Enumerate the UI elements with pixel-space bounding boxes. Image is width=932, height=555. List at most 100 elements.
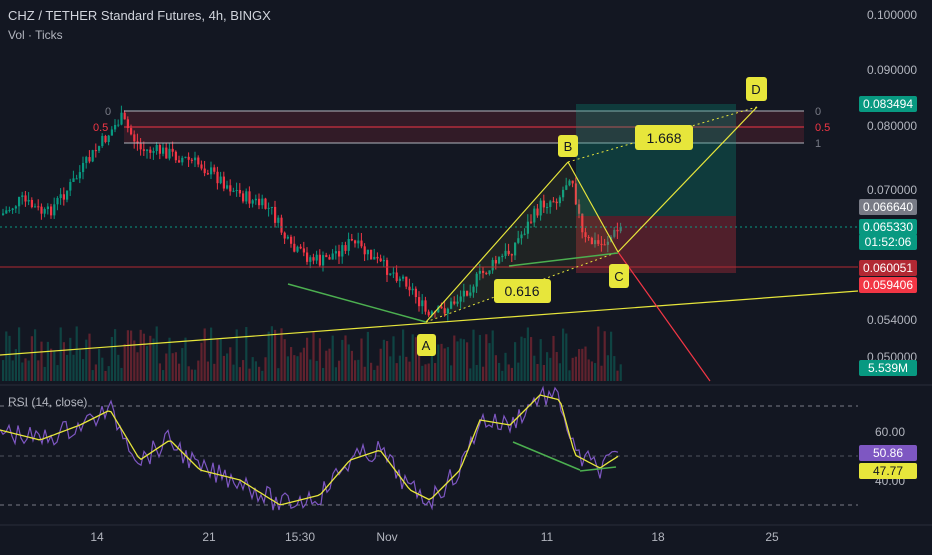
candle-body bbox=[446, 308, 449, 314]
candle-body bbox=[30, 199, 33, 208]
candle-body bbox=[107, 135, 110, 143]
rsi-divergence-line-1 bbox=[512, 441, 581, 471]
volume-bar bbox=[322, 367, 325, 381]
candle-body bbox=[542, 200, 545, 208]
point-a-box[interactable] bbox=[417, 334, 436, 356]
volume-bar bbox=[443, 348, 446, 381]
candle-body bbox=[546, 206, 549, 208]
candle-body bbox=[491, 260, 494, 271]
candle-body bbox=[59, 194, 62, 199]
volume-bar bbox=[590, 361, 593, 381]
volume-bar bbox=[184, 337, 187, 381]
candle-body bbox=[53, 204, 56, 216]
candle-body bbox=[373, 256, 376, 260]
volume-bar bbox=[453, 335, 456, 381]
candle-body bbox=[222, 176, 225, 189]
candle-body bbox=[360, 240, 363, 247]
volume-bar bbox=[14, 349, 17, 381]
volume-bar bbox=[286, 356, 289, 381]
candle-body bbox=[75, 178, 78, 180]
red-projection-line[interactable] bbox=[617, 251, 711, 382]
candle-body bbox=[418, 297, 421, 307]
volume-bar bbox=[21, 362, 24, 381]
rsi-legend[interactable]: RSI (14, close) bbox=[8, 395, 88, 409]
candle-body bbox=[210, 167, 213, 175]
point-d-box[interactable] bbox=[746, 77, 767, 101]
candle-body bbox=[155, 144, 158, 152]
volume-bar bbox=[603, 331, 606, 381]
rsi-line bbox=[0, 385, 619, 511]
time-tick: 11 bbox=[541, 530, 554, 544]
fib-label-05-left: 0.5 bbox=[93, 122, 108, 134]
candle-body bbox=[539, 200, 542, 216]
volume-bar bbox=[411, 334, 414, 381]
candle-body bbox=[312, 257, 315, 261]
candle-body bbox=[408, 286, 411, 291]
volume-bar bbox=[456, 341, 459, 381]
candle-body bbox=[357, 240, 360, 244]
candle-body bbox=[587, 237, 590, 239]
candle-body bbox=[440, 306, 443, 309]
volume-bar bbox=[101, 357, 104, 381]
candle-body bbox=[574, 183, 577, 205]
candle-body bbox=[325, 255, 328, 258]
volume-bar bbox=[293, 355, 296, 381]
candle-body bbox=[334, 251, 337, 254]
abcd-pattern[interactable]: 0.616 1.668 A B C D bbox=[417, 77, 767, 356]
rsi-divergence-line-2 bbox=[579, 466, 617, 472]
candle-body bbox=[91, 150, 94, 162]
candle-body bbox=[299, 246, 302, 249]
volume-bar bbox=[370, 362, 373, 381]
candle-body bbox=[142, 149, 145, 151]
candle-body bbox=[427, 311, 430, 316]
volume-bar bbox=[203, 328, 206, 381]
candle-body bbox=[123, 112, 126, 120]
volume-bar bbox=[312, 332, 315, 381]
support-trendline[interactable] bbox=[0, 290, 859, 356]
candle-body bbox=[238, 189, 241, 194]
volume-bar bbox=[613, 356, 616, 381]
point-c-box[interactable] bbox=[609, 264, 629, 288]
candle-body bbox=[130, 128, 133, 135]
last-price-tag: 0.065330 bbox=[859, 219, 917, 235]
candle-body bbox=[382, 260, 385, 262]
volume-bar bbox=[565, 333, 568, 381]
volume-bar bbox=[194, 369, 197, 381]
chart-title[interactable]: CHZ / TETHER Standard Futures, 4h, BINGX bbox=[8, 8, 271, 23]
volume-bar bbox=[296, 356, 299, 381]
candle-body bbox=[350, 238, 353, 241]
volume-bar bbox=[235, 329, 238, 381]
time-axis[interactable]: 14 21 15:30 Nov 11 18 25 bbox=[90, 530, 779, 544]
volume-bar bbox=[290, 347, 293, 381]
candle-body bbox=[264, 198, 267, 209]
candle-body bbox=[488, 270, 491, 274]
position-tool[interactable] bbox=[576, 104, 736, 273]
volume-bar bbox=[379, 348, 382, 381]
rsi-ma-value-tag: 47.77 bbox=[859, 463, 917, 479]
volume-bar bbox=[472, 329, 475, 381]
volume-bar bbox=[510, 367, 513, 381]
candle-body bbox=[69, 181, 72, 191]
volume-bar bbox=[619, 364, 622, 381]
candle-body bbox=[565, 185, 568, 190]
candle-body bbox=[219, 176, 222, 184]
volume-legend[interactable]: Vol · Ticks bbox=[8, 28, 63, 42]
volume-bar bbox=[280, 328, 283, 381]
candle-body bbox=[24, 195, 27, 202]
volume-bar bbox=[126, 330, 129, 381]
candle-body bbox=[78, 172, 81, 179]
volume-bar bbox=[418, 344, 421, 381]
point-b-box[interactable] bbox=[558, 135, 578, 157]
price-tick: 0.054000 bbox=[867, 313, 917, 327]
ratio-text-2: 1.668 bbox=[646, 130, 681, 146]
candle-body bbox=[232, 190, 235, 192]
volume-bar bbox=[478, 334, 481, 381]
volume-bar bbox=[168, 337, 171, 381]
price-axis[interactable]: 0.100000 0.090000 0.080000 0.070000 0.05… bbox=[867, 8, 917, 488]
volume-bar bbox=[210, 327, 213, 381]
volume-bar bbox=[386, 341, 389, 381]
volume-bar bbox=[526, 327, 529, 381]
volume-bar bbox=[123, 343, 126, 381]
volume-bar bbox=[363, 366, 366, 381]
